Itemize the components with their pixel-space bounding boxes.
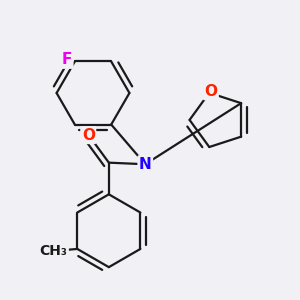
Text: O: O: [82, 128, 95, 142]
Text: O: O: [204, 84, 217, 99]
Text: N: N: [139, 157, 152, 172]
Text: CH₃: CH₃: [40, 244, 68, 257]
Text: F: F: [62, 52, 72, 68]
